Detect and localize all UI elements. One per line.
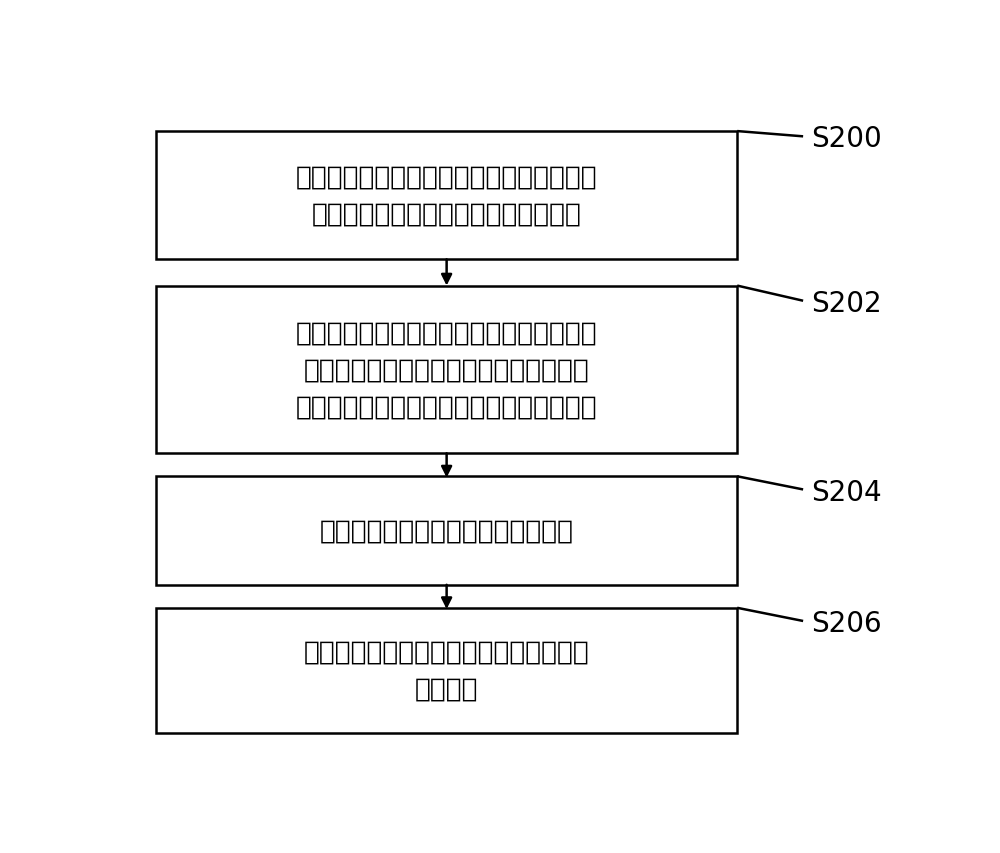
Text: S200: S200 xyxy=(811,125,882,154)
Bar xyxy=(156,132,737,260)
Text: S202: S202 xyxy=(811,289,882,317)
Text: 选择所述焊接平台参数管理页面中的任意参
数子模块，设置所述需要建立参数数据库
的焊接平台子模块，设定对应的参数数据库: 选择所述焊接平台参数管理页面中的任意参 数子模块，设置所述需要建立参数数据库 的… xyxy=(296,320,597,420)
Text: S206: S206 xyxy=(811,609,882,637)
Text: 读取所述焊接平台的子模块运行参数: 读取所述焊接平台的子模块运行参数 xyxy=(320,518,574,544)
Text: 下发至所述参数管理页面中对应存储位置
，并保存: 下发至所述参数管理页面中对应存储位置 ，并保存 xyxy=(304,639,590,702)
Bar xyxy=(156,287,737,454)
Bar xyxy=(156,477,737,585)
Text: 通过焊接平台的参数管理页面，在管理页面
中预设所述焊接平台有关参数值范围值: 通过焊接平台的参数管理页面，在管理页面 中预设所述焊接平台有关参数值范围值 xyxy=(296,165,597,228)
Text: S204: S204 xyxy=(811,478,882,506)
Bar xyxy=(156,608,737,733)
